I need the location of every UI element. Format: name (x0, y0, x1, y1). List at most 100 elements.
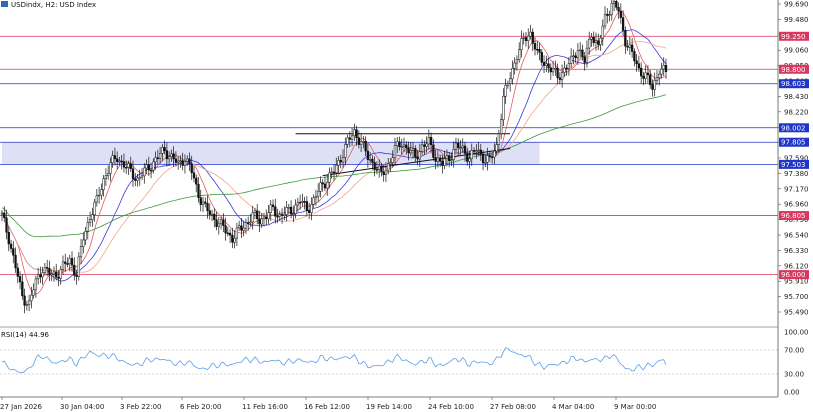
candle-body (118, 160, 121, 163)
price-tick-label: 96.330 (784, 247, 809, 255)
candle-body (635, 60, 638, 64)
candle-body (149, 169, 153, 172)
candle-body (5, 217, 8, 233)
candle-body (630, 44, 634, 52)
candle-body (289, 206, 293, 215)
candle-body (576, 50, 580, 59)
candle-body (111, 155, 114, 164)
candle-body (495, 144, 498, 152)
candle-body (642, 75, 645, 79)
time-tick-label: 6 Feb 20:00 (180, 403, 221, 411)
price-tick-label: 98.430 (784, 93, 809, 101)
candle-body (463, 145, 467, 154)
candle-body (341, 157, 345, 163)
candle-body (305, 201, 309, 211)
candle-body (524, 37, 528, 42)
candle-body (104, 175, 108, 180)
candle-body (116, 158, 119, 163)
candle-body (454, 142, 458, 150)
candle-body (536, 48, 539, 51)
candle-body (183, 161, 187, 166)
candle-body (646, 72, 650, 76)
candle-body (181, 160, 184, 166)
candle-body (262, 216, 266, 220)
candle-body (197, 183, 200, 198)
level-label-text: 99.250 (781, 33, 806, 41)
candle-body (653, 80, 656, 90)
candle-body (287, 206, 290, 209)
candle-body (134, 178, 137, 181)
candle-body (364, 141, 367, 152)
candle-body (624, 30, 627, 47)
candle-body (50, 273, 53, 276)
candle-body (136, 177, 139, 181)
candle-body (513, 62, 516, 69)
candle-body (522, 37, 525, 39)
candle-body (3, 212, 6, 219)
candle-body (120, 160, 123, 163)
candle-body (330, 171, 333, 174)
candle-body (617, 7, 620, 12)
candle-body (368, 158, 372, 161)
candle-body (9, 243, 13, 249)
candle-body (43, 267, 47, 273)
candle-body (457, 142, 460, 149)
candle-body (400, 146, 403, 148)
candle-body (649, 74, 652, 85)
time-tick-label: 24 Feb 10:00 (428, 403, 474, 411)
candle-body (36, 274, 40, 280)
candle-body (423, 144, 426, 147)
price-tick-label: 97.380 (784, 170, 809, 178)
candle-body (599, 37, 602, 45)
level-label-text: 97.805 (781, 139, 806, 147)
candle-body (163, 147, 166, 151)
candle-body (170, 153, 173, 157)
candle-body (389, 162, 392, 165)
candle-body (147, 164, 150, 171)
candle-body (597, 40, 600, 45)
candle-body (658, 73, 661, 78)
candle-body (427, 136, 431, 145)
candle-body (540, 52, 543, 63)
candle-body (610, 3, 613, 15)
candle-body (545, 63, 548, 66)
candle-body (125, 166, 128, 169)
candle-body (251, 212, 254, 223)
candle-body (416, 156, 419, 160)
candle-body (551, 68, 555, 73)
candle-body (475, 150, 478, 152)
candle-body (490, 156, 494, 159)
candle-body (371, 158, 374, 163)
candle-body (445, 155, 449, 160)
candle-body (662, 64, 665, 70)
level-label-text: 96.000 (781, 271, 806, 279)
candle-body (174, 158, 178, 163)
candle-body (106, 173, 110, 176)
chart-header: USDindx, H2: USD Index RSI(14) 44.96 (1, 1, 96, 339)
candle-body (237, 225, 241, 229)
price-tick-label: 99.060 (784, 47, 809, 55)
candle-body (274, 206, 277, 217)
candle-body (292, 213, 295, 215)
candle-body (378, 165, 381, 170)
candle-body (55, 271, 58, 278)
candle-body (637, 63, 641, 69)
candle-body (310, 204, 313, 213)
candle-body (479, 149, 482, 155)
candle-body (122, 161, 126, 168)
candle-body (7, 231, 10, 245)
candle-body (285, 207, 288, 215)
candle-body (102, 178, 105, 190)
level-label-box (779, 123, 809, 133)
level-label-text: 98.002 (781, 124, 806, 132)
candle-body (296, 201, 300, 206)
candle-body (172, 153, 175, 160)
candle-body (387, 163, 390, 171)
candle-body (606, 13, 609, 16)
candles (0, 0, 668, 314)
price-tick-label: 96.750 (784, 216, 809, 224)
candle-body (332, 171, 336, 174)
candle-body (12, 248, 15, 256)
candle-body (554, 67, 557, 70)
